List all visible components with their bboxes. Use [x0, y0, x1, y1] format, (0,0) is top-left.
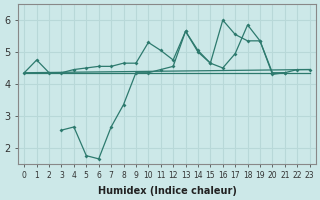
X-axis label: Humidex (Indice chaleur): Humidex (Indice chaleur) [98, 186, 236, 196]
